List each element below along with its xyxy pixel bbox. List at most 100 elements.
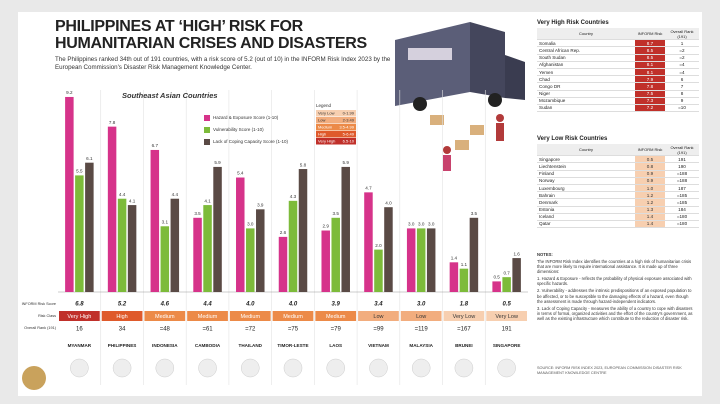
score: 1.0 — [635, 184, 665, 193]
country: Qatar — [537, 220, 635, 229]
inform-score: 4.4 — [202, 302, 212, 308]
bar — [416, 228, 426, 292]
rank: =119 — [415, 327, 429, 333]
bar — [331, 217, 340, 292]
table-row: Iceland 1.4 =180 — [537, 213, 699, 221]
risk-class-box — [144, 311, 186, 321]
inform-score: 0.5 — [502, 302, 511, 308]
country: Chad — [537, 75, 635, 84]
value-label: 2.0 — [375, 243, 382, 248]
bar — [449, 262, 459, 292]
rank: 6 — [665, 75, 699, 84]
country: Central African Rep. — [537, 46, 635, 55]
table-row: Niger 7.5 8 — [537, 90, 699, 98]
bar — [364, 192, 373, 292]
score: 0.9 — [635, 170, 665, 178]
value-label: 4.1 — [204, 198, 211, 203]
value-label: 3.9 — [257, 203, 264, 208]
legend-label: Hazard & Exposure Score (1-10) — [213, 115, 279, 120]
country: Liechtenstein — [537, 162, 635, 171]
value-label: 5.5 — [76, 169, 83, 174]
inform-score: 4.6 — [160, 302, 170, 308]
bar — [256, 209, 265, 292]
inform-score: 3.9 — [332, 302, 341, 308]
rank: =180 — [665, 213, 699, 221]
rank: =10 — [665, 104, 699, 113]
chart-title: Southeast Asian Countries — [122, 91, 218, 100]
column-header: Overall Rank (191) — [665, 28, 699, 41]
table-header: Country INFORM Risk Overall Rank (191) — [537, 28, 699, 41]
value-label: 2.9 — [323, 224, 330, 229]
rank: 34 — [119, 327, 126, 333]
column-header: INFORM Risk — [635, 144, 665, 157]
value-label: 1.1 — [461, 262, 468, 267]
score: 7.2 — [635, 104, 665, 113]
inform-score: 1.8 — [460, 302, 469, 308]
rank: =167 — [457, 327, 471, 333]
score: 0.5 — [635, 155, 665, 164]
table-row: Mozambique 7.3 9 — [537, 97, 699, 105]
legend-swatch — [204, 127, 210, 133]
country: Yemen — [537, 68, 635, 77]
table-title: Very High Risk Countries — [537, 20, 609, 26]
value-label: 3.5 — [471, 211, 478, 216]
rank: =2 — [665, 46, 699, 55]
rank: =188 — [665, 170, 699, 178]
flag — [326, 358, 345, 378]
bar — [203, 205, 212, 292]
country: Finland — [537, 170, 635, 178]
rank: 8 — [665, 90, 699, 98]
value-label: 0.7 — [503, 270, 510, 275]
risk-legend-label: Low — [318, 117, 325, 122]
legend-swatch — [204, 139, 210, 145]
value-label: 3.0 — [408, 222, 415, 227]
country-label: VIETNAM — [368, 343, 389, 348]
bar — [321, 230, 330, 292]
score: 8.5 — [635, 46, 665, 55]
country: Singapore — [537, 155, 635, 164]
table: Country INFORM Risk Overall Rank (191) Soma… — [537, 28, 699, 113]
flag — [283, 358, 303, 378]
score: 8.7 — [635, 39, 665, 48]
country-label: THAILAND — [239, 343, 263, 348]
rank: =188 — [665, 177, 699, 185]
table-row: Sudan 7.2 =10 — [537, 104, 699, 113]
score: 8.1 — [635, 61, 665, 69]
inform-score: 5.2 — [118, 302, 127, 308]
table-row: Chad 7.9 6 — [537, 75, 699, 84]
value-label: 4.7 — [365, 186, 372, 191]
value-label: 4.4 — [119, 192, 126, 197]
score: 8.1 — [635, 68, 665, 77]
truck-illustration — [395, 22, 525, 171]
value-label: 5.4 — [237, 171, 244, 176]
flag — [155, 358, 175, 378]
bar — [288, 200, 298, 292]
logo — [22, 366, 46, 390]
value-label: 7.8 — [109, 120, 116, 125]
very-low-panel: Very Low Risk Countries Country INFORM Ris… — [537, 136, 699, 229]
country: South Sudan — [537, 54, 635, 62]
score: 7.5 — [635, 90, 665, 98]
inform-score: 3.0 — [417, 302, 426, 308]
country: Niger — [537, 90, 635, 98]
rank: =185 — [665, 198, 699, 207]
risk-class-box — [315, 311, 357, 321]
table-row: Liechtenstein 0.8 190 — [537, 162, 699, 171]
risk-class: Low — [373, 314, 383, 320]
bar — [426, 228, 436, 292]
note: 3. Lack of Coping Capacity - measures th… — [537, 305, 693, 322]
bar — [502, 277, 511, 292]
rank: =99 — [373, 327, 384, 333]
country: Somalia — [537, 39, 635, 48]
value-label: 5.8 — [300, 162, 307, 167]
rank: 1 — [665, 39, 699, 48]
value-label: 6.1 — [86, 156, 93, 161]
country: Afghanistan — [537, 61, 635, 69]
value-label: 3.1 — [162, 219, 169, 224]
rank: =4 — [665, 68, 699, 77]
value-label: 3.5 — [194, 211, 201, 216]
bar — [492, 281, 501, 292]
country-label: BRUNEI — [455, 343, 473, 348]
country: Sudan — [537, 104, 635, 113]
table-row: Bahrain 1.2 =185 — [537, 191, 699, 200]
